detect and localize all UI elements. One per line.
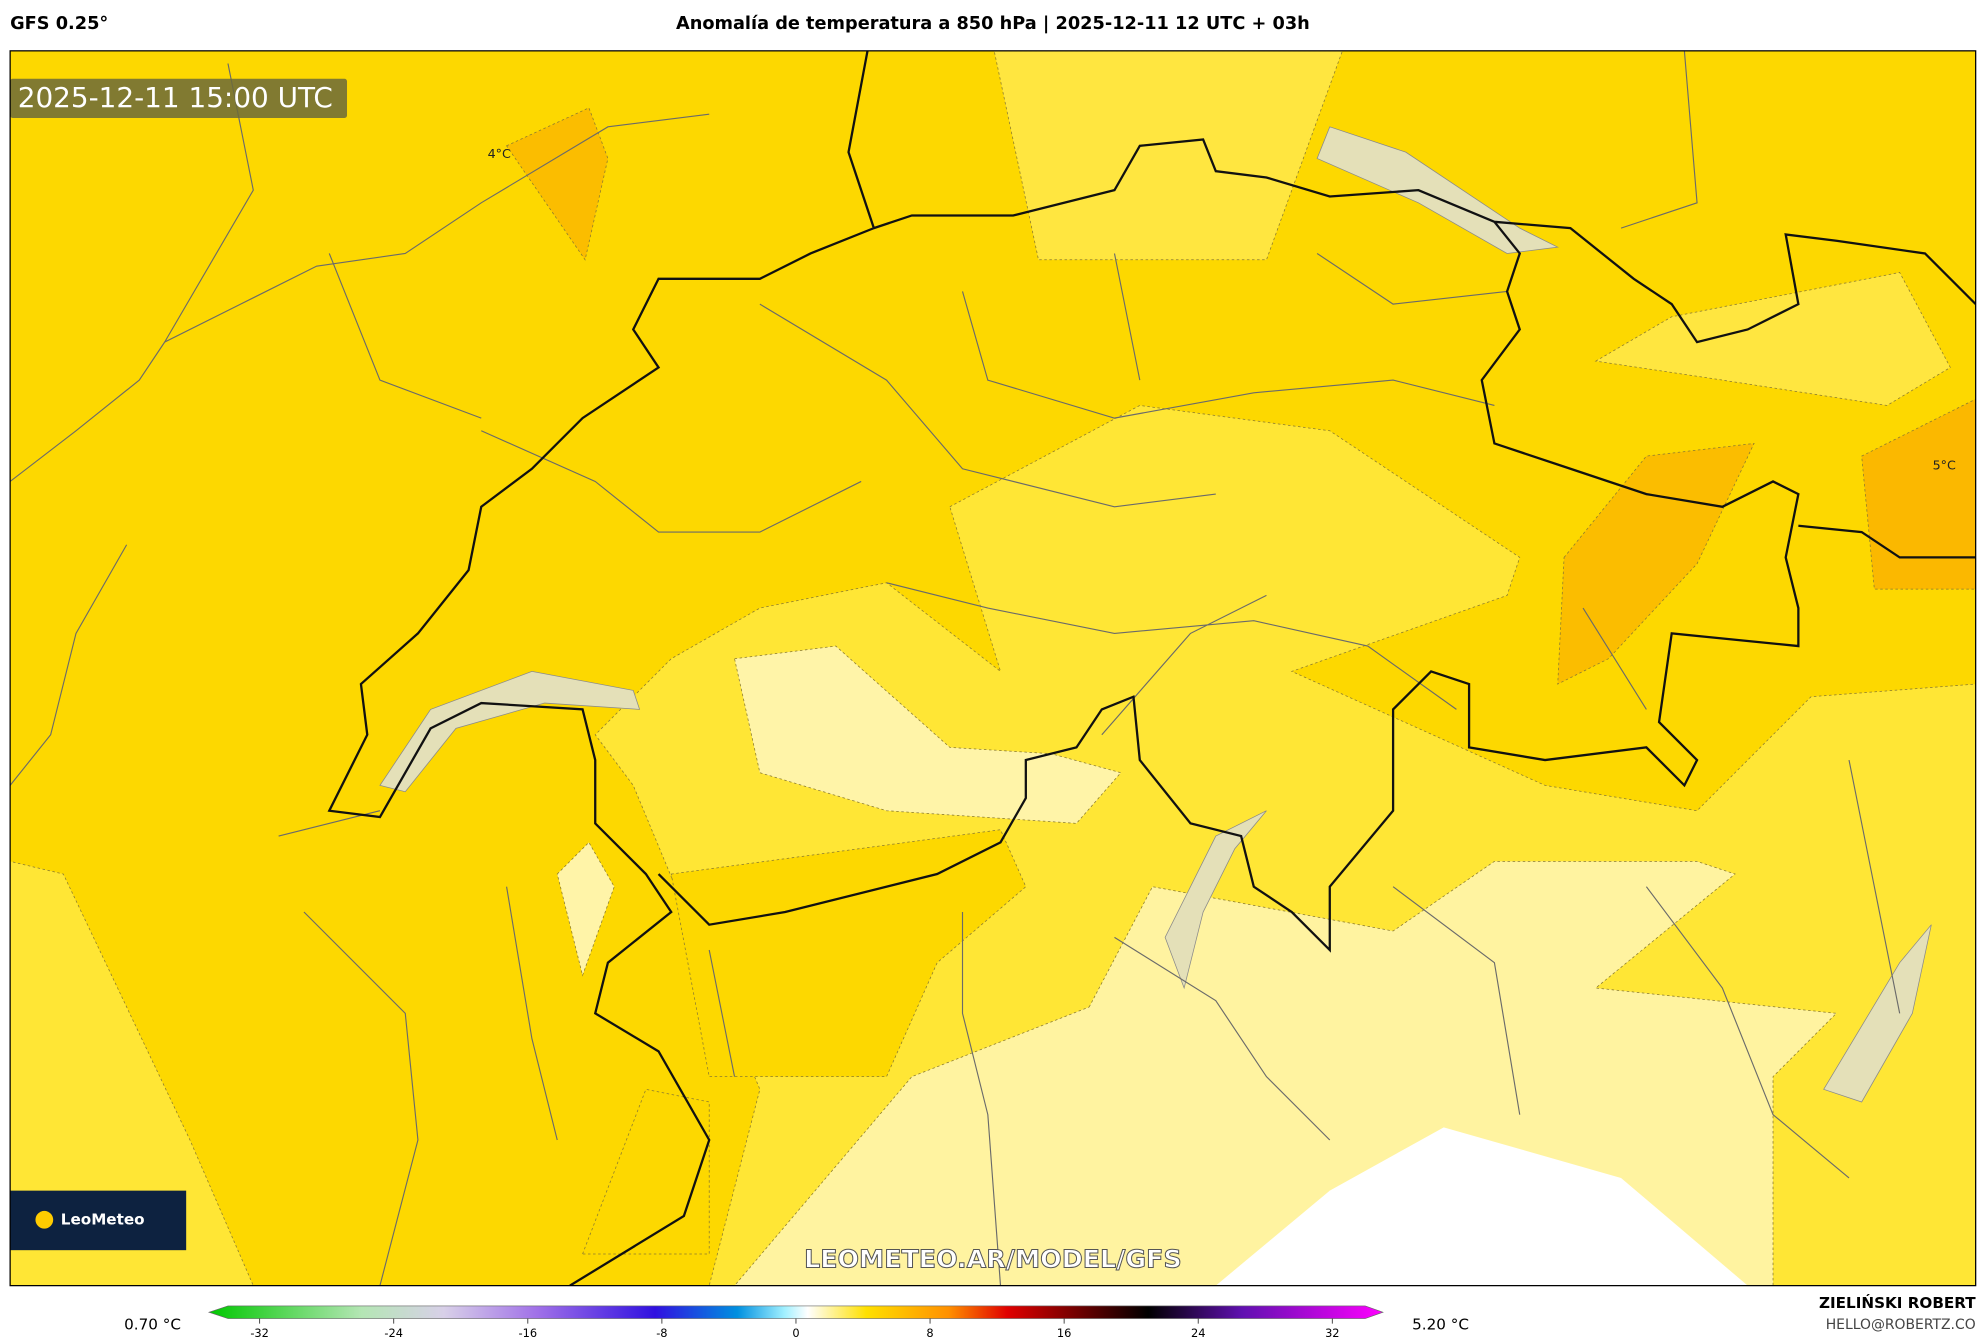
- map-title: Anomalía de temperatura a 850 hPa | 2025…: [676, 14, 1310, 34]
- colorbar: [207, 1305, 1384, 1319]
- colorbar-tick-label: 8: [926, 1326, 933, 1339]
- colorbar-tick-label: -24: [384, 1326, 403, 1339]
- timestamp: 2025-12-11 15:00 UTC: [18, 81, 333, 114]
- colorbar-max: 5.20 °C: [1412, 1315, 1469, 1333]
- colorbar-min: 0.70 °C: [124, 1315, 181, 1333]
- timestamp-box: [10, 78, 348, 118]
- country-border: [327, 50, 1976, 1286]
- colorbar-tick-label: -8: [656, 1326, 667, 1339]
- colorbar-ticks: -32 -24 -16 -8 0 8 16 24 32: [250, 1318, 1340, 1339]
- map-frame: [9, 50, 1977, 1287]
- logo-text: LeoMeteo: [61, 1210, 145, 1228]
- colorbar-tick-label: 16: [1057, 1326, 1071, 1339]
- colorbar-tick-label: -16: [518, 1326, 537, 1339]
- model-label: GFS 0.25°: [10, 14, 108, 34]
- contour-labels: 4°C 5°C: [488, 146, 1956, 473]
- colorbar-tick-label: 24: [1191, 1326, 1205, 1339]
- contour-label: 4°C: [488, 146, 511, 161]
- watermark: LEOMETEO.AR/MODEL/GFS: [804, 1243, 1182, 1273]
- colorbar-tick-label: 0: [792, 1326, 799, 1339]
- author: ZIELIŃSKI ROBERT: [1819, 1293, 1976, 1312]
- map: 4°C 5°C 2025-12-11 15:00 UTC LeoMeteo LE…: [10, 50, 1976, 1286]
- admin-borders: [10, 50, 1901, 1286]
- logo-sun: [35, 1210, 54, 1229]
- contact: HELLO@ROBERTZ.CO: [1826, 1317, 1976, 1333]
- contour-label: 5°C: [1933, 458, 1956, 473]
- colorbar-tick-label: -32: [250, 1326, 269, 1339]
- colorbar-tick-label: 32: [1325, 1326, 1339, 1339]
